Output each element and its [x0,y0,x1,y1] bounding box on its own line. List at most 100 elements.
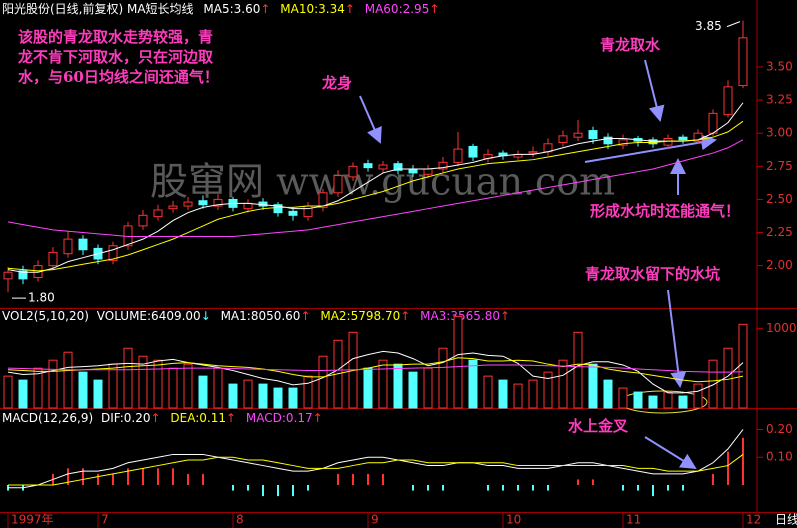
price-header: 阳光股份(日线,前复权) MA短长均线 MA5:3.60↑ MA10:3.34↑… [2,1,439,16]
candle-body [363,163,373,169]
arrow: ↓ [201,309,211,323]
volume-bar [228,383,238,409]
candle-body [393,163,403,171]
macd-label: MACD:0.17 [246,411,313,425]
arrow: ↑ [226,411,236,425]
candle-body [408,168,418,174]
vol-label: MA1:8050.60 [221,309,301,323]
candle-body [708,112,718,134]
y-tick-label: 2.50 [766,192,793,206]
volume-bar [483,375,493,409]
note-line: 龙不肯下河取水，只在河边取 [17,48,214,66]
candle-body [198,200,208,206]
high-label: 3.85 [695,19,722,33]
vol-label: VOL2(5,10,20) [2,309,89,323]
x-tick-label: 1997年 [11,513,54,527]
volume-bar [78,371,88,409]
volume-bar [573,331,583,409]
volume-bar [468,359,478,409]
volume-bar [363,367,373,409]
arrow: ↑ [400,309,410,323]
frame [0,0,797,513]
volume-bar [138,355,148,409]
period-label: 日线 [775,513,797,527]
volume-bar [423,367,433,409]
ma-label: MA60:2.95 [365,2,430,16]
macd-label: MACD(12,26,9) [2,411,93,425]
candle-body [423,168,433,175]
volume-header: VOL2(5,10,20) VOLUME:6409.00↓ MA1:8050.6… [2,309,510,323]
y-tick-label: 3.50 [766,59,793,73]
volume-bar [543,371,553,409]
volume-bar [498,379,508,409]
vol-ma2-line [7,357,744,383]
y-tick-label: 3.00 [766,126,793,140]
volume-bar [123,347,133,409]
stock-title: 阳光股份(日线,前复权) MA短长均线 [2,1,194,16]
volume-bar [48,359,58,409]
volume-bar [303,375,313,409]
candle-body [138,214,148,227]
candle-body [318,192,328,208]
note-line: 水，与60日均线之间还通气！ [18,68,219,86]
candle-body [588,130,598,140]
volume-bar [558,359,568,409]
candle-body [348,165,358,178]
y-tick-label: 0.20 [766,422,793,436]
volume-bar [393,363,403,409]
arrows [359,59,717,470]
volume-bar [378,359,388,409]
x-tick-label: 11 [626,513,641,527]
note-line: 该股的青龙取水走势较强，青 [18,28,213,46]
y-tick-label: 3.25 [766,93,793,107]
candle-body [183,201,193,207]
candle-body [723,86,733,116]
candle-body [78,238,88,251]
arrow: ↑ [260,2,270,16]
volume-bar [213,367,223,409]
volume-bar [678,395,688,409]
candle-body [438,161,448,170]
ma-label: MA10:3.34 [280,2,345,16]
y-tick-label: 2.75 [766,159,793,173]
candle-body [153,209,163,218]
candle-body [18,270,28,280]
macd-label: DIF:0.20 [101,411,151,425]
vol-ma3-line [7,364,744,373]
volume-bar [168,367,178,409]
ma10-line [7,120,744,272]
candle-body [573,132,583,138]
volume-bar [438,347,448,409]
candle-body [243,202,253,210]
volume-bar [33,367,43,409]
x-tick-label: 8 [236,513,244,527]
macd-header: MACD(12,26,9) DIF:0.20↑ DEA:0.11↑ MACD:0… [2,411,323,425]
candle-body [213,198,223,207]
candle-body [63,238,73,255]
candle-body [468,145,478,158]
vol-label: VOLUME:6409.00 [97,309,201,323]
y-tick-label: 0.10 [766,450,793,464]
candle-body [303,205,313,218]
ma5-line [7,102,744,273]
arrow: ↑ [345,2,355,16]
candle-body [288,210,298,216]
vol-label: MA3:3565.80 [420,309,500,323]
low-label: 1.80 [28,291,55,305]
volume-bar [603,379,613,409]
volume-bar [108,363,118,409]
x-tick-label: 12 [746,513,761,527]
annotation: 青龙取水 [600,36,661,54]
annotation: 形成水坑时还能通气！ [590,202,740,220]
candle-body [3,271,13,280]
volume-bar [633,391,643,409]
volume-bar [153,359,163,409]
volume-bar [318,355,328,409]
candle-body [168,205,178,210]
high-pointer [726,21,741,28]
x-tick-label: 10 [506,513,521,527]
